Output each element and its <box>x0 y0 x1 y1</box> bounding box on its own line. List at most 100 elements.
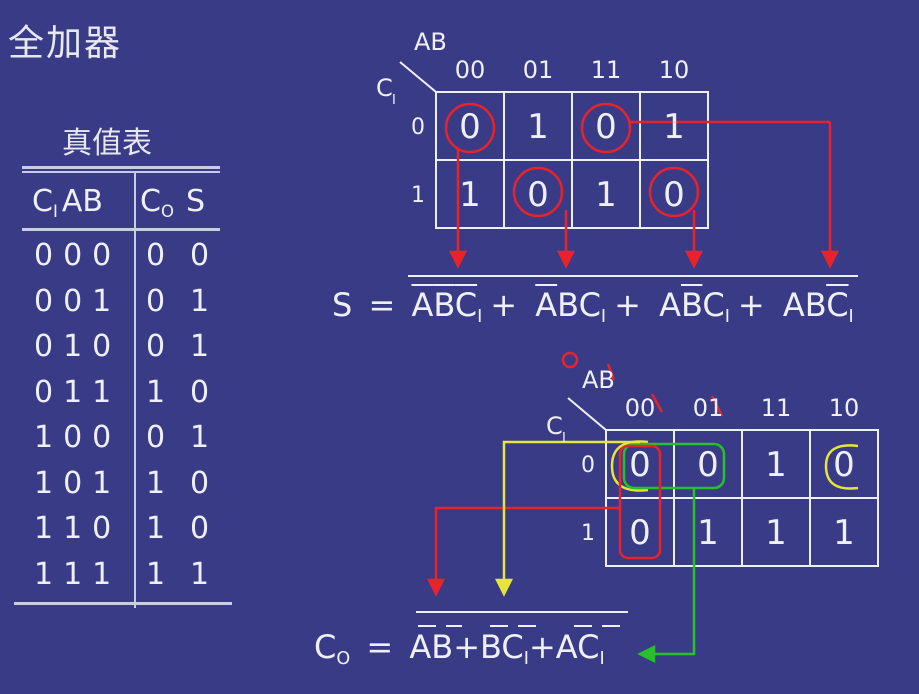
kmap-s-col-label: 10 <box>659 56 690 84</box>
truth-table-row: 011 1 0 <box>0 375 240 413</box>
header-ci: C <box>32 184 53 219</box>
formula-co-term-2: BCI <box>480 628 529 670</box>
truth-table-co: 0 <box>146 283 172 319</box>
co-red-arrow <box>426 506 620 597</box>
kmap-s-cell: 1 <box>663 107 685 147</box>
truth-table-s: 0 <box>190 511 216 546</box>
kmap-co-grid <box>567 397 879 567</box>
truth-table-co: 1 <box>146 374 172 410</box>
formula-co-eq: = <box>366 628 394 666</box>
truth-table-header: CI AB <box>32 184 103 221</box>
kmap-co-ci-label: C <box>546 412 563 440</box>
formula-s-term-3: ABCI <box>659 286 730 328</box>
truth-table-row: 010 0 1 <box>0 329 240 367</box>
truth-table-co: 0 <box>146 238 172 273</box>
kmap-s-cell: 0 <box>663 175 685 215</box>
truth-table-header-out: CO S <box>140 184 205 221</box>
kmap-co-cell: 0 <box>629 445 651 485</box>
kmap-s-ab-label: AB <box>414 28 447 56</box>
kmap-s-cell: 1 <box>459 175 481 215</box>
formula-co-term-3: ACI <box>555 628 605 670</box>
kmap-co-cell: 1 <box>833 513 855 553</box>
kmap-co-cell: 1 <box>765 513 787 553</box>
formula-s: S = ABCI + ABCI + ABCI + ABCI <box>332 286 854 328</box>
kmap-s-col-label: 00 <box>455 56 486 84</box>
kmap-co-col-label: 10 <box>829 394 860 422</box>
truth-table-co: 0 <box>146 329 172 364</box>
truth-table-row: 101 1 0 <box>0 466 240 504</box>
truth-table-row: 000 0 0 <box>0 238 240 276</box>
kmap-s-red-arrows <box>448 120 840 269</box>
truth-table-top-rule <box>22 166 220 169</box>
s-circle-m3 <box>512 166 564 218</box>
page-title: 全加器 <box>8 23 123 64</box>
header-co: C <box>140 184 161 219</box>
kmap-co-ci-sub: I <box>562 431 566 446</box>
co-green-arrow <box>637 488 696 664</box>
formula-s-term-1: ABCI <box>411 286 483 328</box>
kmap-s-ci-sub: I <box>392 93 396 108</box>
truth-table-inputs: 011 <box>34 374 122 410</box>
truth-table-row: 001 0 1 <box>0 284 240 322</box>
truth-table-row: 100 0 1 <box>0 420 240 458</box>
kmap-s-col-label: 01 <box>523 56 554 84</box>
formula-s-term-2: ABCI <box>535 286 607 328</box>
truth-table-s: 0 <box>190 465 216 501</box>
truth-table-header-rule <box>22 228 220 231</box>
formula-s-term-4: ABCI <box>782 286 854 328</box>
co-yellow-loop-right <box>824 444 859 490</box>
truth-table-s: 1 <box>190 556 216 592</box>
truth-table-inputs: 110 <box>34 511 122 546</box>
header-s: S <box>185 184 205 219</box>
kmap-co-cell: 0 <box>833 445 855 485</box>
truth-table-inputs: 111 <box>34 556 122 592</box>
truth-table-inputs: 010 <box>34 329 122 364</box>
s-circle-m5 <box>648 166 700 218</box>
header-co-sub: O <box>160 201 174 221</box>
kmap-s-col-label: 11 <box>591 56 622 84</box>
header-ci-sub: I <box>52 201 58 221</box>
kmap-s-row-label: 0 <box>411 115 425 140</box>
kmap-co-cell: 1 <box>765 445 787 485</box>
formula-s-eq: = <box>368 286 396 324</box>
kmap-co-row-label: 1 <box>581 521 595 546</box>
kmap-co-row-label: 0 <box>581 453 595 478</box>
formula-co-lhs-sub: O <box>336 649 351 670</box>
s-circle-m0 <box>444 102 496 154</box>
kmap-s-cell: 1 <box>595 175 617 215</box>
truth-table-top-rule-2 <box>22 171 220 173</box>
truth-table-co: 1 <box>146 465 172 501</box>
co-yellow-arrow <box>494 440 640 597</box>
formula-s-lhs: S <box>332 286 353 324</box>
kmap-co-col-label: 00 <box>625 394 656 422</box>
truth-table-divider <box>134 172 136 608</box>
truth-table-co: 1 <box>146 511 172 546</box>
truth-table-co: 1 <box>146 556 172 592</box>
truth-table-s: 1 <box>190 329 216 364</box>
kmap-s-cell: 0 <box>527 175 549 215</box>
kmap-s-red-circles <box>444 102 700 218</box>
co-green-loop <box>622 442 726 490</box>
kmap-s-grid <box>399 61 709 229</box>
kmap-co-ab-label: AB <box>582 366 615 394</box>
kmap-s-ci-label: C <box>376 74 393 102</box>
truth-table-s: 1 <box>190 420 216 455</box>
red-scribbles <box>561 351 724 417</box>
truth-table-co: 0 <box>146 420 172 455</box>
kmap-co-col-label: 11 <box>761 394 792 422</box>
truth-table-title: 真值表 <box>62 126 152 161</box>
formula-co-term-1: AB <box>409 628 454 666</box>
truth-table-inputs: 001 <box>34 283 122 319</box>
truth-table-inputs: 101 <box>34 465 122 501</box>
formula-co: CO = AB+BCI+ACI <box>314 628 605 670</box>
kmap-s-cell: 0 <box>459 107 481 147</box>
formula-co-lhs: C <box>314 628 337 666</box>
truth-table-inputs: 000 <box>34 238 122 273</box>
truth-table-s: 1 <box>190 283 216 319</box>
truth-table-s: 0 <box>190 374 216 410</box>
kmap-co-cell: 0 <box>697 445 719 485</box>
kmap-s-cell: 1 <box>527 107 549 147</box>
truth-table-s: 0 <box>190 238 216 273</box>
kmap-co-col-label: 01 <box>693 394 724 422</box>
